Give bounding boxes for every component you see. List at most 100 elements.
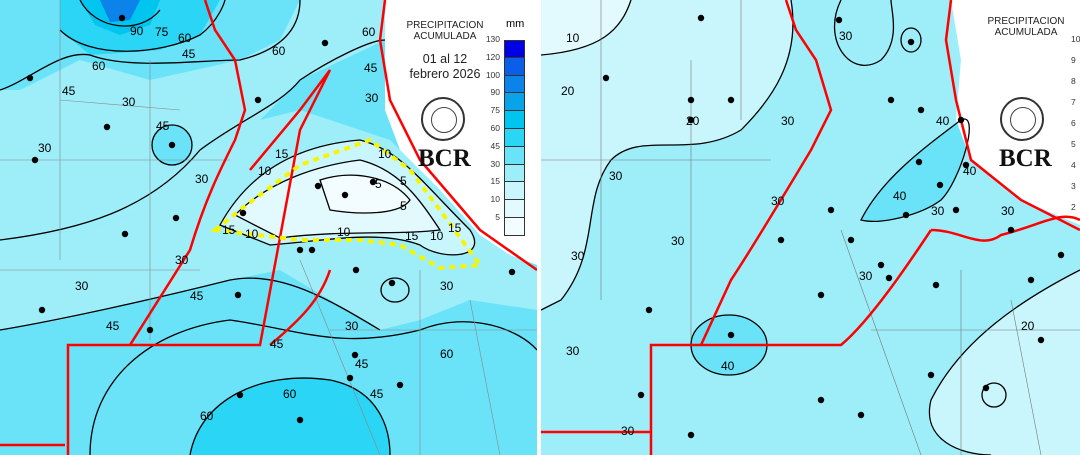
contour-label: 30 [365,91,379,105]
weather-station-dot [602,74,610,82]
scale-swatch-120 [504,57,525,76]
contour-label: 60 [362,25,376,39]
weather-station-dot [885,274,893,282]
contour-label: 45 [156,119,170,133]
weather-station-dot [38,306,46,314]
scale-swatch-100 [504,75,525,94]
zone-40-east [861,119,970,222]
contour-label: 10 [258,164,272,178]
province-borders [541,0,1080,455]
scale-tick-label: 75 [490,105,500,116]
scale-tick-label: 6 [1071,118,1076,128]
contour-label: 45 [62,84,76,98]
district-boundaries [541,0,1080,455]
weather-station-dot [727,331,735,339]
contour-label: 20 [686,114,700,128]
weather-station-dot [388,279,396,287]
contour-label: 30 [440,279,454,293]
weather-station-dot [168,141,176,149]
weather-station-dot [952,206,960,214]
contour-label: 10 [337,225,351,239]
contour-label: 60 [200,409,214,423]
district-boundaries [0,0,537,455]
contour-label: 30 [175,253,189,267]
contour-lines [0,0,537,455]
contour-label: 30 [1001,204,1015,218]
contour-label: 45 [355,357,369,371]
weather-station-dot [927,371,935,379]
color-scale [504,40,525,236]
weather-station-dot [254,96,262,104]
scale-tick-label: 90 [490,87,500,98]
weather-station-dot [817,396,825,404]
contour-label: 30 [345,319,359,333]
contour-label: 30 [931,204,945,218]
weather-station-dot [31,156,39,164]
contour-label: 45 [370,387,384,401]
contour-label: 30 [75,279,89,293]
weather-station-dot [369,178,377,186]
zone-90 [100,0,140,22]
weather-station-dot [932,281,940,289]
contour-label-group: 10 20 20 30 30 30 30 30 30 40 40 40 30 30 20 30 30 40 30 [561,29,1035,438]
scale-tick-label: 15 [490,176,500,187]
contour-label: 60 [92,59,106,73]
weather-station-dot [817,291,825,299]
weather-station-dot [687,431,695,439]
scale-tick-label: 60 [490,123,500,133]
weather-station-dot [1007,226,1015,234]
weather-station-dot [902,211,910,219]
left-map-canvas: 90 75 60 60 60 45 60 45 45 30 30 45 30 30 15 10 5 5 5 10 15 1… [0,0,537,455]
weather-station-dot [296,416,304,424]
legend-period: 01 al 12 febrero 2026 [409,52,481,81]
contour-label: 20 [1021,319,1035,333]
weather-station-dot [508,268,516,276]
bcr-logo-text: BCR [999,145,1052,172]
contour-label: 30 [671,234,685,248]
scale-tick-label: 5 [495,212,500,222]
scale-swatch-90 [504,93,525,112]
contour-label: 5 [400,174,407,188]
contour-label: 30 [566,344,580,358]
zone-10 [541,0,631,55]
contour-label: 75 [155,25,169,39]
contour-label: 30 [859,269,873,283]
bcr-seal-logo [1000,97,1044,141]
weather-station-dot [1057,251,1065,259]
weather-station-dot [234,291,242,299]
scale-tick-label: 3 [1071,181,1076,191]
weather-station-dot [103,123,111,131]
weather-station-dot [877,261,885,269]
scale-tick-label: 10 [490,194,500,205]
province-borders [0,0,537,455]
weather-station-dot [936,181,944,189]
weather-station-dot [321,39,329,47]
legend-title: PRECIPITACION ACUMULADA [406,20,484,42]
contour-label: 5 [400,199,407,213]
weather-station-dot [296,246,304,254]
weather-station-dot [847,236,855,244]
scale-tick-label: 9 [1071,55,1076,65]
right-map-canvas: 10 20 20 30 30 30 30 30 30 40 40 40 30 30 20 30 30 40 30 [541,0,1080,455]
contour-label: 45 [270,337,284,351]
contour-label: 10 [245,227,259,241]
weather-station-dot [314,182,322,190]
scale-tick-label: 2 [1071,202,1076,212]
contour-label: 30 [609,169,623,183]
left-precipitation-map: 90 75 60 60 60 45 60 45 45 30 30 45 30 30 15 10 5 5 5 10 15 1… [0,0,537,455]
scale-swatch-30 [504,164,525,183]
weather-station-dot [957,116,965,124]
scale-swatch-75 [504,111,525,129]
contour-label: 90 [130,24,144,38]
weather-station-dot [1037,336,1045,344]
scale-tick-label: 10 [1071,34,1080,44]
weather-station-dot [1027,276,1035,284]
contour-label: 15 [448,221,462,235]
legend-title: PRECIPITACION ACUMULADA [987,16,1065,38]
weather-station-dot [917,106,925,114]
contour-label: 45 [182,47,196,61]
weather-station-dot [835,16,843,24]
scale-swatch-130 [504,40,525,58]
scale-swatch-5 [504,217,525,236]
